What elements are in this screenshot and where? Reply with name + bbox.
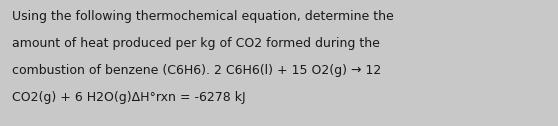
Text: combustion of benzene (C6H6). 2 C6H6(l) + 15 O2(g) → 12: combustion of benzene (C6H6). 2 C6H6(l) … [12, 64, 381, 77]
Text: Using the following thermochemical equation, determine the: Using the following thermochemical equat… [12, 10, 394, 23]
Text: CO2(g) + 6 H2O(g)ΔH°rxn = -6278 kJ: CO2(g) + 6 H2O(g)ΔH°rxn = -6278 kJ [12, 91, 246, 104]
Text: amount of heat produced per kg of CO2 formed during the: amount of heat produced per kg of CO2 fo… [12, 37, 380, 50]
